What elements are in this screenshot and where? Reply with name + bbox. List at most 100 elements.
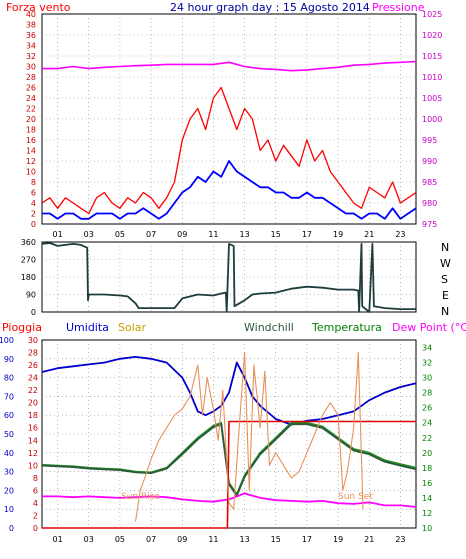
rain-y-tick: 22 <box>28 386 38 395</box>
direction-y-tick: 180 <box>21 273 36 282</box>
wind-y-tick: 2 <box>31 210 36 219</box>
thermo-x-tick: 01 <box>52 535 62 544</box>
humidity-y-tick: 50 <box>4 430 14 439</box>
temperature-y-tick: 24 <box>422 419 432 428</box>
wind-y-tick: 22 <box>26 105 36 114</box>
wind-y-tick: 32 <box>26 52 36 61</box>
thermo-series-humidity <box>41 355 417 426</box>
pressure-y-tick: 1020 <box>422 31 442 40</box>
wind-y-tick: 30 <box>26 63 36 72</box>
temperature-y-tick: 30 <box>422 374 432 383</box>
wind-y-tick: 8 <box>31 178 36 187</box>
wind-y-tick: 16 <box>26 136 36 145</box>
chart-title: 24 hour graph day : 15 Agosto 2014 <box>170 1 370 14</box>
temperature-y-tick: 18 <box>422 464 432 473</box>
direction-series-direction <box>41 242 416 313</box>
humidity-y-tick: 10 <box>4 505 14 514</box>
wind-y-tick: 10 <box>26 168 36 177</box>
humidity-y-tick: 70 <box>4 392 14 401</box>
thermo-x-tick: 13 <box>239 535 249 544</box>
wind-plot-frame <box>41 13 417 225</box>
wind-x-tick: 03 <box>84 230 94 239</box>
temperature-y-tick: 32 <box>422 359 432 368</box>
thermo-series-rain <box>42 420 416 529</box>
compass-north-bottom: N <box>441 305 449 318</box>
rain-y-tick: 2 <box>33 511 38 520</box>
rain-y-tick: 6 <box>33 486 38 495</box>
wind-y-tick: 36 <box>26 31 36 40</box>
humidity-y-tick: 30 <box>4 468 14 477</box>
wind-x-tick: 05 <box>115 230 125 239</box>
temperature-y-tick: 26 <box>422 404 432 413</box>
thermo-x-tick: 09 <box>177 535 187 544</box>
rain-y-tick: 26 <box>28 361 38 370</box>
rain-y-tick: 20 <box>28 399 38 408</box>
solar-legend: Solar <box>118 321 147 334</box>
wind-x-tick: 17 <box>302 230 312 239</box>
rain-y-tick: 4 <box>33 499 38 508</box>
wind-y-tick: 40 <box>26 10 36 19</box>
sunrise-annotation: Sun Rise <box>121 492 160 502</box>
pressure-y-tick: 1015 <box>422 52 442 61</box>
direction-y-tick: 0 <box>31 308 36 317</box>
pressure-y-tick: 975 <box>422 220 437 229</box>
direction-y-tick: 90 <box>26 291 36 300</box>
sunset-annotation: Sun Set <box>338 492 373 502</box>
humidity-y-tick: 80 <box>4 374 14 383</box>
compass-north-top: N <box>441 241 449 254</box>
compass-west: W <box>440 257 451 270</box>
rain-y-tick: 12 <box>28 449 38 458</box>
thermo-x-tick: 17 <box>302 535 312 544</box>
compass-east: E <box>442 289 449 302</box>
thermo-x-tick: 11 <box>208 535 218 544</box>
pressure-axis-title: Pressione <box>372 1 425 14</box>
wind-x-tick: 01 <box>52 230 62 239</box>
humidity-y-tick: 60 <box>4 411 14 420</box>
wind-series-pressure <box>42 60 417 72</box>
pressure-y-tick: 995 <box>422 136 437 145</box>
series-layer <box>41 60 417 529</box>
wind-y-tick: 12 <box>26 157 36 166</box>
thermo-series-windchill <box>41 423 417 497</box>
rain-y-tick: 8 <box>33 474 38 483</box>
wind-y-tick: 14 <box>26 147 36 156</box>
temperature-legend: Temperatura <box>311 321 382 334</box>
humidity-y-tick: 20 <box>4 486 14 495</box>
compass-south: S <box>441 273 448 286</box>
wind-y-tick: 4 <box>31 199 36 208</box>
rain-y-tick: 10 <box>28 461 38 470</box>
pressure-y-tick: 990 <box>422 157 437 166</box>
temperature-y-tick: 22 <box>422 434 432 443</box>
humidity-y-tick: 100 <box>0 336 14 345</box>
temperature-y-tick: 20 <box>422 449 432 458</box>
wind-x-tick: 15 <box>271 230 281 239</box>
thermo-x-tick: 21 <box>364 535 374 544</box>
humidity-legend: Umidita <box>66 321 109 334</box>
wind-series-average <box>42 160 417 220</box>
wind-y-tick: 6 <box>31 189 36 198</box>
temperature-y-tick: 16 <box>422 479 432 488</box>
wind-x-tick: 21 <box>364 230 374 239</box>
rain-y-tick: 30 <box>28 336 38 345</box>
wind-y-tick: 26 <box>26 84 36 93</box>
temperature-y-tick: 14 <box>422 494 432 503</box>
tick-labels: 0246810121416182022242628303234363840975… <box>0 10 442 544</box>
windchill-legend: Windchill <box>244 321 294 334</box>
pressure-y-tick: 1000 <box>422 115 442 124</box>
wind-y-tick: 28 <box>26 73 36 82</box>
wind-y-tick: 0 <box>31 220 36 229</box>
wind-y-tick: 34 <box>26 42 36 51</box>
wind-x-tick: 09 <box>177 230 187 239</box>
wind-x-tick: 13 <box>239 230 249 239</box>
rain-y-tick: 16 <box>28 424 38 433</box>
pressure-y-tick: 1005 <box>422 94 442 103</box>
wind-x-tick: 07 <box>146 230 156 239</box>
temperature-y-tick: 34 <box>422 344 432 353</box>
wind-grid <box>42 14 416 224</box>
wind-x-tick: 11 <box>208 230 218 239</box>
rain-y-tick: 14 <box>28 436 38 445</box>
thermo-x-tick: 23 <box>395 535 405 544</box>
direction-y-tick: 360 <box>21 238 36 247</box>
